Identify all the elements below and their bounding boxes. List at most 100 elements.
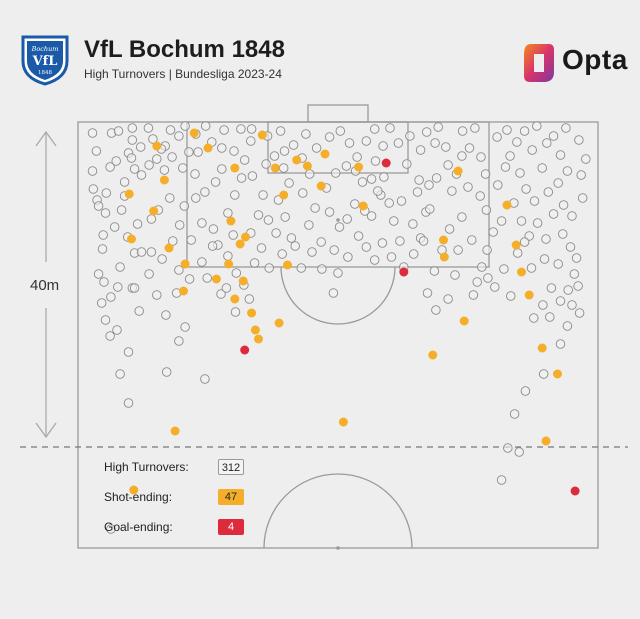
crest-text-bottom: 1848 bbox=[38, 70, 52, 76]
turnover-point bbox=[93, 269, 104, 279]
turnover-point bbox=[253, 210, 264, 220]
turnover-point bbox=[567, 300, 577, 310]
turnover-point bbox=[429, 266, 440, 276]
turnover-point bbox=[190, 169, 200, 179]
shot-ending-point bbox=[316, 181, 326, 191]
turnover-point bbox=[443, 294, 453, 304]
turnover-point bbox=[361, 136, 372, 146]
turnover-point bbox=[369, 124, 380, 134]
turnover-point bbox=[457, 151, 467, 161]
turnover-point bbox=[481, 205, 492, 215]
turnover-point bbox=[468, 290, 479, 300]
turnover-point bbox=[244, 294, 255, 304]
turnover-point bbox=[129, 164, 140, 174]
turnover-point bbox=[538, 369, 549, 379]
turnover-point bbox=[290, 241, 300, 251]
turnover-point bbox=[502, 125, 512, 135]
turnover-point bbox=[174, 336, 184, 346]
turnover-point bbox=[527, 145, 537, 155]
turnover-point bbox=[396, 196, 407, 206]
turnover-point bbox=[555, 150, 566, 160]
turnover-point bbox=[464, 143, 475, 153]
turnover-point bbox=[174, 265, 184, 275]
turnover-point bbox=[333, 268, 343, 278]
turnover-point bbox=[576, 170, 586, 180]
turnover-point bbox=[87, 166, 98, 176]
shot-ending-point bbox=[211, 274, 221, 284]
turnover-point bbox=[463, 182, 473, 192]
turnover-point bbox=[499, 264, 509, 274]
turnover-point bbox=[565, 242, 576, 252]
turnover-point bbox=[444, 224, 455, 234]
turnover-point bbox=[146, 247, 157, 257]
turnover-point bbox=[562, 321, 573, 331]
turnover-point bbox=[246, 136, 256, 146]
shot-ending-point bbox=[553, 369, 562, 379]
turnover-point bbox=[217, 164, 227, 174]
shot-ending-point bbox=[129, 485, 139, 495]
turnover-point bbox=[457, 126, 468, 136]
turnover-point bbox=[421, 127, 432, 137]
shot-ending-point bbox=[127, 234, 136, 244]
turnover-point bbox=[330, 168, 341, 178]
turnover-point bbox=[191, 193, 201, 203]
opta-logo-icon bbox=[524, 44, 554, 82]
turnover-point bbox=[230, 190, 240, 200]
turnover-point bbox=[492, 132, 502, 142]
turnover-point bbox=[193, 147, 203, 157]
turnover-point bbox=[230, 307, 241, 317]
turnover-point bbox=[324, 132, 335, 142]
shot-ending-point bbox=[235, 239, 245, 249]
shot-ending-point bbox=[164, 243, 174, 253]
turnover-point bbox=[447, 186, 457, 196]
turnover-point bbox=[574, 135, 584, 145]
turnover-point bbox=[157, 254, 167, 264]
turnover-point bbox=[548, 209, 559, 219]
shot-ending-point bbox=[203, 143, 213, 153]
centre-spot bbox=[336, 546, 340, 550]
turnover-point bbox=[539, 254, 550, 264]
shot-ending-point bbox=[428, 350, 438, 360]
turnover-point bbox=[186, 235, 196, 245]
shot-ending-point bbox=[149, 206, 159, 216]
shot-ending-point bbox=[537, 343, 547, 353]
turnover-point bbox=[216, 289, 226, 299]
distance-label: 40m bbox=[30, 277, 60, 294]
goal-ending-point bbox=[381, 158, 391, 168]
vfl-bochum-crest-icon: Bochum VfL 1848 bbox=[21, 35, 69, 86]
turnover-point bbox=[217, 143, 227, 153]
turnover-point bbox=[279, 146, 290, 156]
shot-ending-point bbox=[124, 189, 134, 199]
shot-ending-point bbox=[524, 290, 534, 300]
turnover-point bbox=[431, 305, 441, 315]
turnover-point bbox=[111, 156, 121, 166]
turnover-point bbox=[136, 170, 147, 180]
turnover-point bbox=[519, 237, 530, 247]
turnover-point bbox=[101, 188, 112, 198]
shot-ending-point bbox=[170, 426, 180, 436]
turnover-point bbox=[431, 173, 442, 183]
goal-ending-layer bbox=[240, 158, 580, 496]
turnover-point bbox=[167, 152, 177, 162]
turnover-point bbox=[134, 306, 144, 316]
turnover-point bbox=[144, 160, 154, 170]
turnover-point bbox=[91, 146, 102, 156]
turnover-point bbox=[441, 142, 451, 152]
crest-letters: VfL bbox=[32, 54, 58, 69]
shot-ending-point bbox=[320, 149, 330, 159]
turnover-point bbox=[148, 134, 158, 144]
turnover-point bbox=[350, 199, 360, 209]
turnover-point bbox=[515, 168, 525, 178]
turnover-point bbox=[512, 248, 523, 258]
turnover-point bbox=[221, 283, 232, 293]
opta-wordmark: Opta bbox=[562, 44, 628, 75]
turnover-point bbox=[526, 263, 537, 273]
turnover-point bbox=[521, 184, 531, 194]
turnover-point bbox=[538, 300, 548, 310]
turnover-point bbox=[264, 263, 274, 273]
turnover-point bbox=[512, 137, 522, 147]
turnover-point bbox=[310, 203, 320, 213]
turnover-point bbox=[519, 126, 530, 136]
shot-ending-point bbox=[247, 308, 257, 318]
turnover-point bbox=[324, 207, 335, 217]
